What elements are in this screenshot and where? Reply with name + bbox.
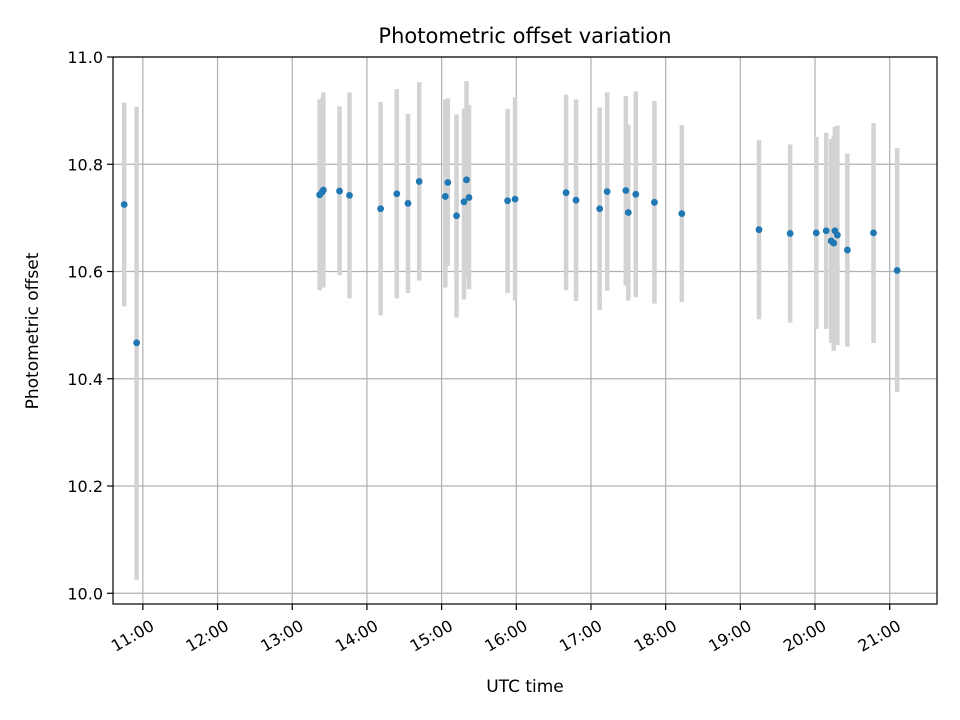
data-point: [572, 196, 580, 204]
data-point: [377, 205, 385, 213]
data-point: [319, 186, 327, 194]
data-point: [830, 239, 838, 247]
data-point: [441, 193, 449, 200]
data-point: [460, 198, 468, 206]
data-point: [415, 178, 423, 185]
y-tick-label: 11.0: [67, 48, 103, 67]
data-point: [603, 188, 611, 196]
data-point: [404, 200, 412, 207]
data-point: [678, 210, 686, 217]
data-point: [786, 230, 794, 237]
data-point: [133, 339, 141, 347]
y-axis-label: Photometric offset: [23, 252, 43, 409]
x-axis-label: UTC time: [486, 677, 564, 697]
y-tick-label: 10.4: [67, 370, 103, 389]
data-point: [453, 212, 460, 220]
plot-frame: [112, 56, 938, 605]
data-point: [812, 229, 820, 237]
data-point: [120, 201, 128, 208]
data-point: [834, 231, 841, 239]
data-point: [822, 227, 830, 235]
data-point: [755, 226, 763, 234]
chart-title: Photometric offset variation: [378, 24, 671, 48]
y-tick-label: 10.8: [67, 155, 103, 174]
data-point: [624, 209, 632, 216]
data-points: [120, 176, 901, 347]
y-tick-label: 10.6: [67, 263, 103, 282]
y-tick-label: 10.0: [67, 584, 103, 603]
data-point: [504, 197, 511, 205]
data-point: [444, 179, 452, 186]
y-axis-ticks: 10.0 10.2 10.4 10.6 10.8 11.0: [67, 48, 113, 603]
data-point: [336, 187, 343, 195]
data-point: [596, 205, 604, 213]
data-point: [632, 190, 640, 198]
data-point: [393, 190, 401, 198]
data-point: [622, 187, 630, 194]
data-point: [463, 176, 470, 184]
y-tick-label: 10.2: [67, 477, 103, 496]
data-point: [346, 191, 353, 199]
data-point: [843, 246, 851, 254]
data-point: [562, 189, 570, 197]
data-point: [893, 267, 901, 274]
data-point: [651, 198, 658, 206]
data-point: [870, 229, 877, 237]
data-point: [465, 194, 473, 201]
data-point: [511, 195, 519, 203]
